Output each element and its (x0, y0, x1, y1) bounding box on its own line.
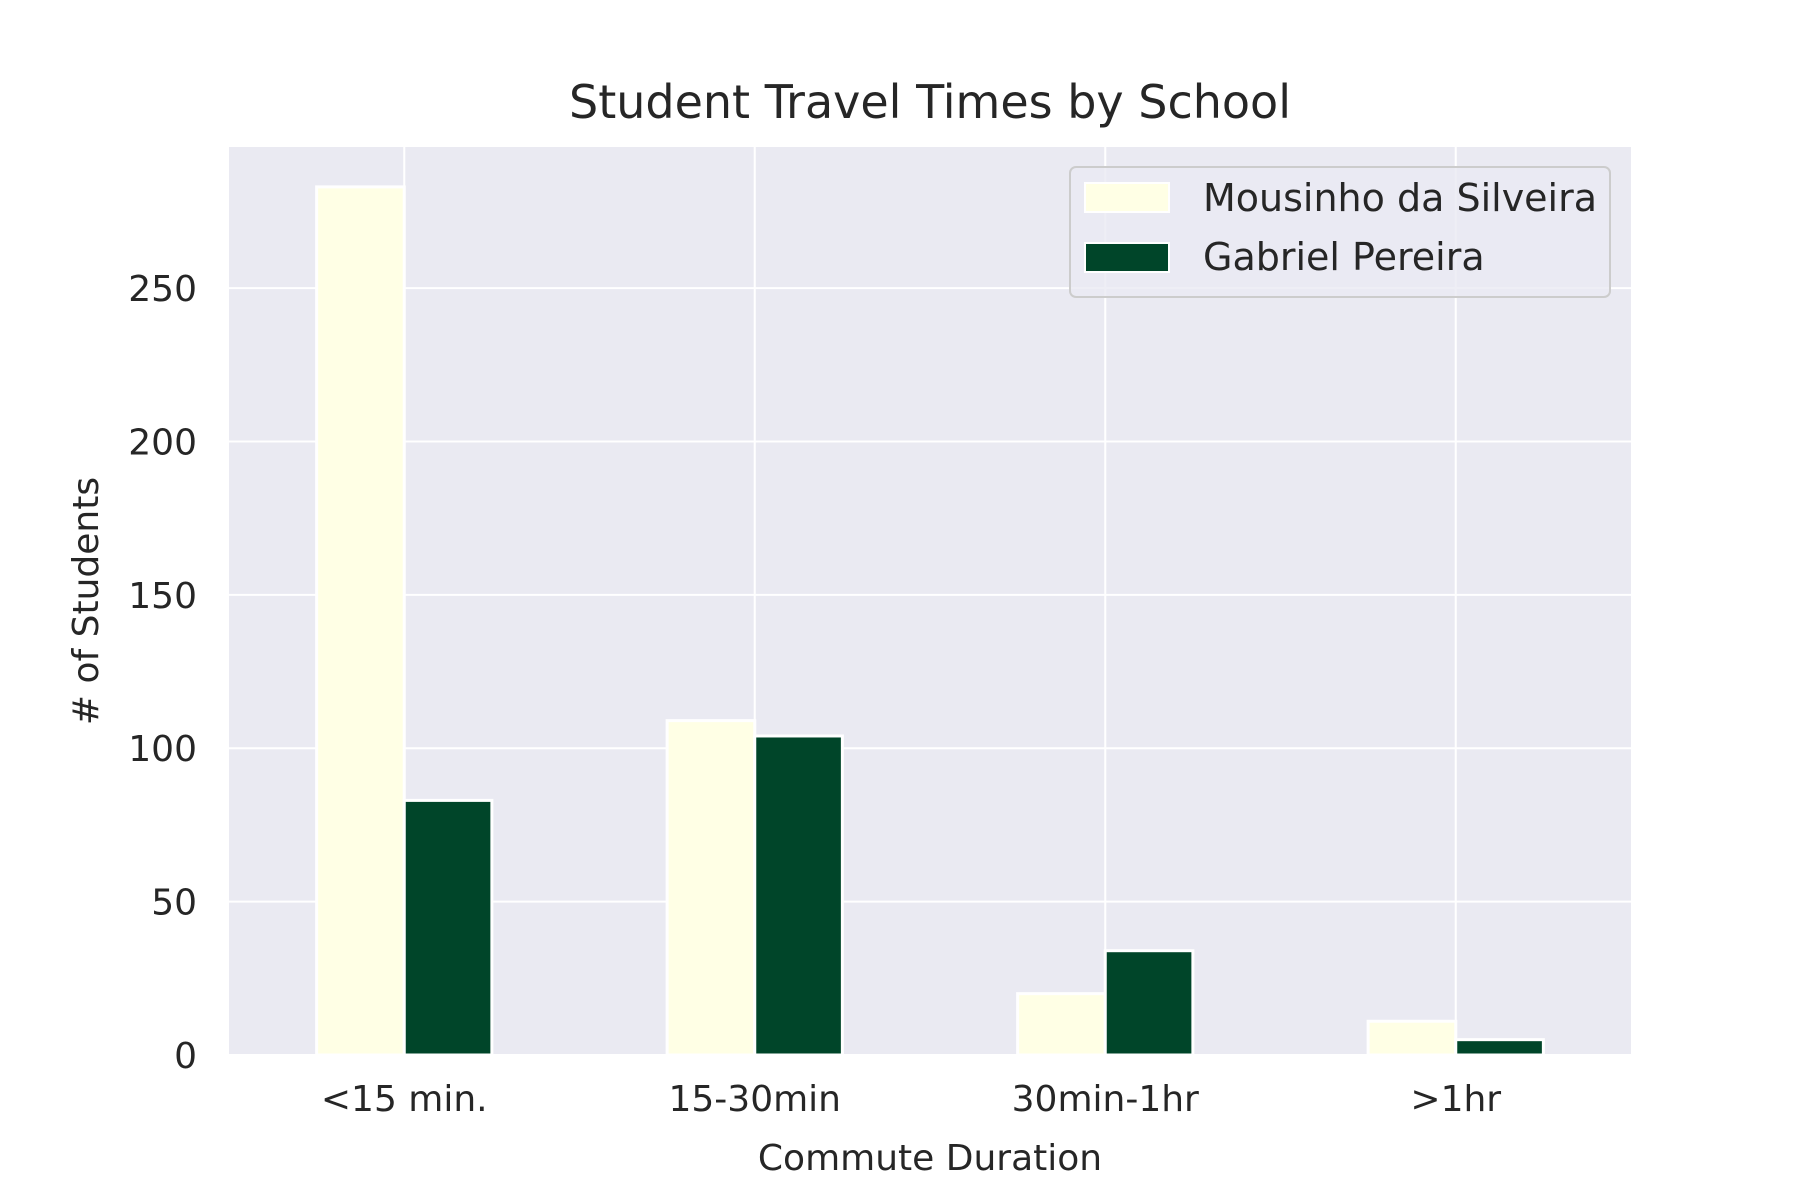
bar-mousinho (665, 719, 757, 1057)
legend-label-mousinho: Mousinho da Silveira (1203, 176, 1597, 220)
x-tick-label: >1hr (1410, 1079, 1501, 1120)
bar-mousinho (315, 185, 406, 1057)
legend-swatch-mousinho (1084, 182, 1170, 213)
bar-gabriel (402, 798, 494, 1057)
y-tick-label: 100 (128, 729, 197, 770)
y-tick-label: 50 (151, 883, 197, 924)
grid-lines (229, 147, 1631, 1056)
chart-title: Student Travel Times by School (569, 75, 1291, 129)
x-axis-label: Commute Duration (758, 1138, 1102, 1179)
y-tick-label: 250 (128, 269, 197, 310)
x-tick-labels: <15 min. 15-30min 30min-1hr >1hr (321, 1079, 1501, 1120)
legend-label-gabriel: Gabriel Pereira (1203, 235, 1485, 279)
y-axis-label: # of Students (66, 477, 107, 725)
x-tick-label: <15 min. (321, 1079, 488, 1120)
y-tick-label: 150 (128, 576, 197, 617)
bar-gabriel (1103, 949, 1195, 1057)
bars (315, 185, 1545, 1057)
x-tick-label: 15-30min (669, 1079, 842, 1120)
y-tick-label: 0 (174, 1036, 197, 1077)
y-tick-label: 200 (128, 422, 197, 463)
bar-gabriel (1454, 1038, 1545, 1057)
y-tick-labels: 0 50 100 150 200 250 (128, 269, 197, 1077)
legend: Mousinho da Silveira Gabriel Pereira (1069, 166, 1611, 298)
bar-gabriel (753, 734, 844, 1057)
x-tick-label: 30min-1hr (1012, 1079, 1199, 1120)
legend-swatch-gabriel (1084, 242, 1170, 273)
legend-box (1069, 166, 1611, 298)
bar-mousinho (1366, 1019, 1458, 1057)
bar-mousinho (1016, 992, 1107, 1057)
